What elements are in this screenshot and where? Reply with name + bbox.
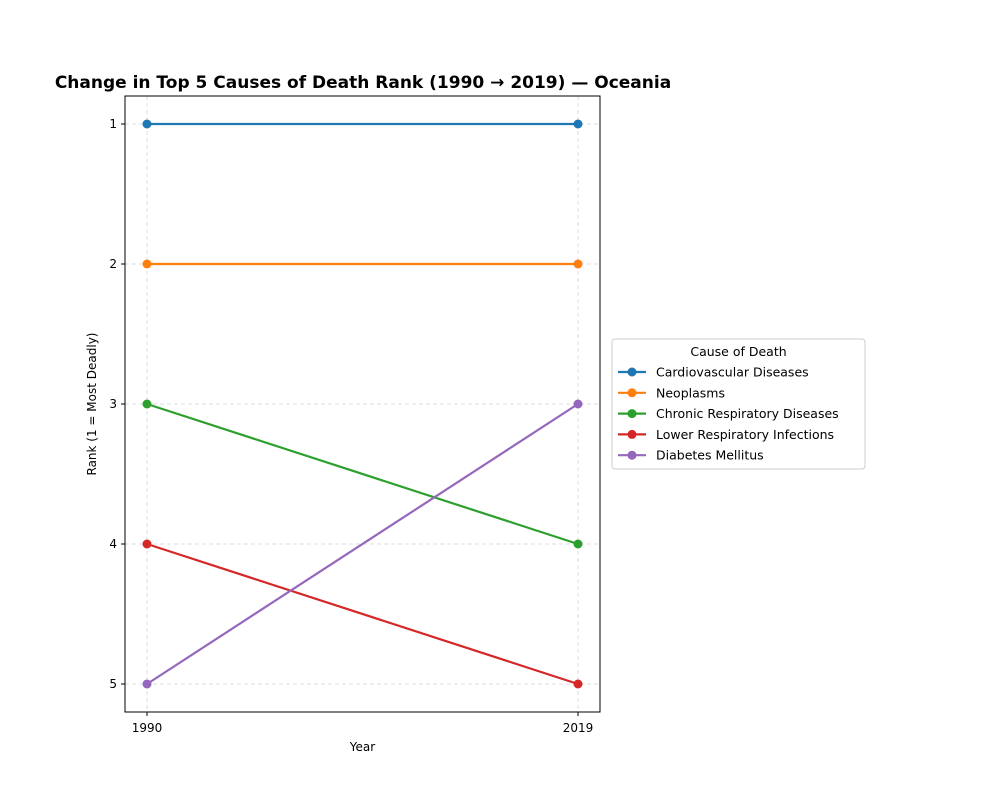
data-point (142, 539, 152, 549)
y-axis-ticks: 1 2 3 4 5 (109, 117, 125, 691)
legend-marker (627, 429, 637, 439)
series-lower-respiratory-infections (142, 539, 583, 689)
y-axis-label: Rank (1 = Most Deadly) (85, 333, 99, 476)
series-cardiovascular-diseases (142, 119, 583, 129)
legend-marker (627, 409, 637, 419)
legend-item: Diabetes Mellitus (618, 448, 764, 463)
x-tick-label: 2019 (563, 721, 594, 735)
data-point (573, 399, 583, 409)
data-point (573, 679, 583, 689)
legend-label: Neoplasms (656, 385, 725, 400)
data-point (142, 399, 152, 409)
series-line (146, 402, 579, 546)
legend-label: Lower Respiratory Infections (656, 427, 834, 442)
y-tick-label: 3 (109, 397, 117, 411)
legend-marker (627, 450, 637, 460)
data-point (573, 539, 583, 549)
legend-title: Cause of Death (690, 344, 786, 359)
data-point (142, 679, 152, 689)
x-tick-label: 1990 (132, 721, 163, 735)
legend: Cause of Death Cardiovascular Diseases Ne… (611, 338, 866, 470)
series-chronic-respiratory-diseases (142, 399, 583, 549)
data-point (573, 259, 583, 269)
legend-item: Chronic Respiratory Diseases (618, 406, 839, 421)
legend-box (611, 338, 866, 470)
y-tick-label: 4 (109, 537, 117, 551)
data-point (142, 259, 152, 269)
x-axis-label: Year (349, 740, 375, 754)
series-line (146, 542, 579, 686)
legend-items: Cardiovascular Diseases Neoplasms Chronic … (618, 365, 839, 463)
series-layer (142, 119, 583, 689)
grid (125, 96, 600, 712)
legend-item: Cardiovascular Diseases (618, 365, 809, 380)
data-point (573, 119, 583, 129)
series-diabetes-mellitus (142, 399, 583, 689)
data-point (142, 119, 152, 129)
legend-item: Neoplasms (618, 385, 725, 400)
y-tick-label: 2 (109, 257, 117, 271)
y-tick-label: 1 (109, 117, 117, 131)
legend-label: Cardiovascular Diseases (656, 365, 809, 380)
legend-item: Lower Respiratory Infections (618, 427, 834, 442)
legend-label: Chronic Respiratory Diseases (656, 406, 839, 421)
legend-marker (627, 388, 637, 398)
legend-marker (627, 367, 637, 377)
y-tick-label: 5 (109, 677, 117, 691)
series-line (146, 403, 579, 685)
chart-title: Change in Top 5 Causes of Death Rank (19… (55, 73, 671, 93)
series-neoplasms (142, 259, 583, 269)
legend-label: Diabetes Mellitus (656, 448, 764, 463)
x-axis-ticks: 1990 2019 (132, 712, 594, 735)
